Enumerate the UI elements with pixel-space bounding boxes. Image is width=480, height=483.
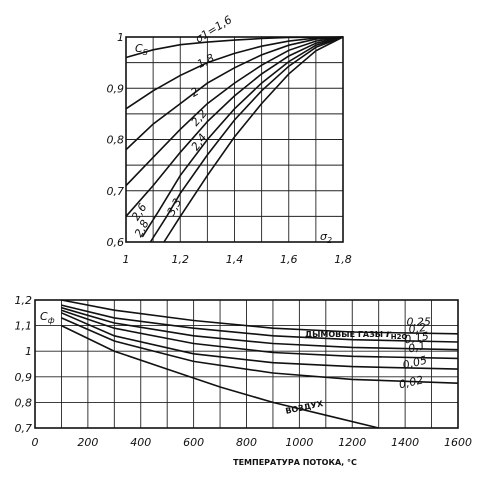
- chart1-series-line: [125, 36, 344, 187]
- chart1-x-axis-title: σ2: [320, 230, 332, 245]
- chart2-x-tick-label: 600: [183, 436, 204, 449]
- chart2-series-line: [61, 317, 459, 384]
- chart1-curve-label: 2,2: [189, 107, 210, 129]
- chart2-x-axis-title: ТЕМПЕРАТУРА ПОТОКА, °С: [233, 458, 357, 467]
- chart1-series-line: [141, 36, 344, 238]
- chart2-y-tick-label: 1: [25, 345, 32, 358]
- chart1-x-tick-label: 1,4: [226, 253, 244, 266]
- chart1-series-line: [125, 36, 344, 151]
- chart2-x-tick-label: 1400: [391, 436, 419, 449]
- chart2-frame: [34, 299, 459, 429]
- chart1-x-tick-label: 1: [123, 253, 130, 266]
- chart1-series-line: [125, 36, 344, 59]
- chart1-y-tick-label: 1: [117, 31, 124, 44]
- chart2-curve-label: 0,15: [403, 329, 429, 346]
- chart1-y-tick-label: 0,7: [107, 185, 125, 198]
- chart1-x-tick-label: 1,8: [334, 253, 352, 266]
- chart1-curve-label: 2,8: [132, 218, 152, 240]
- chart2-curve-label: 0,1: [407, 339, 427, 355]
- chart1-y-tick-label: 0,9: [107, 82, 125, 95]
- chart2-x-tick-label: 1200: [338, 436, 366, 449]
- chart2-curve-label: 0,02: [398, 373, 425, 391]
- chart1-series-line: [125, 36, 344, 110]
- chart2-x-tick-label: 800: [236, 436, 257, 449]
- chart2-x-tick-label: 200: [77, 436, 98, 449]
- chart2-y-tick-label: 1,1: [15, 320, 33, 333]
- chart1-series-line: [125, 36, 344, 217]
- chart1-frame: [125, 36, 344, 243]
- chart2-x-tick-label: 1600: [444, 436, 472, 449]
- chart1-x-tick-label: 1,2: [172, 253, 190, 266]
- chart1-series-line: [163, 36, 344, 243]
- chart1-curve-label: 1,8: [195, 51, 217, 71]
- chart2-y-tick-label: 0,7: [15, 422, 33, 435]
- chart2-series-line: [61, 309, 459, 360]
- chart2-curve-label: 0,05: [401, 353, 428, 372]
- chart2-y-tick-label: 1,2: [15, 294, 33, 307]
- chart2-x-tick-label: 400: [130, 436, 151, 449]
- chart1-y-tick-label: 0,8: [107, 134, 125, 147]
- chart2-series-line: [61, 312, 459, 370]
- chart1-series-line: [149, 36, 344, 243]
- chart2-series-line: [61, 324, 379, 429]
- chart2-legend-title: ДЫМОВЫЕ ГАЗЫ rH2O: [305, 329, 408, 341]
- chart1-y-tick-label: 0,6: [107, 236, 125, 249]
- chart2-curve-label: 0,25: [406, 316, 431, 329]
- chart2-x-tick-label: 1000: [285, 436, 313, 449]
- chart1-y-axis-title: CS: [135, 42, 148, 57]
- chart2-y-axis-title: Cф: [40, 310, 55, 325]
- chart2-series-line: [61, 304, 459, 343]
- chart2-y-tick-label: 0,9: [15, 371, 33, 384]
- chart1-curve-label: 2: [188, 85, 201, 100]
- chart2-y-tick-label: 0,8: [15, 396, 33, 409]
- chart1-curve-label: 2,4: [189, 131, 210, 153]
- chart2-series-line: [61, 306, 459, 351]
- chart2-series-line: [61, 299, 459, 335]
- chart2-curve-label: 0,2: [408, 321, 427, 336]
- chart2-x-tick-label: 0: [32, 436, 39, 449]
- chart1-x-tick-label: 1,6: [280, 253, 298, 266]
